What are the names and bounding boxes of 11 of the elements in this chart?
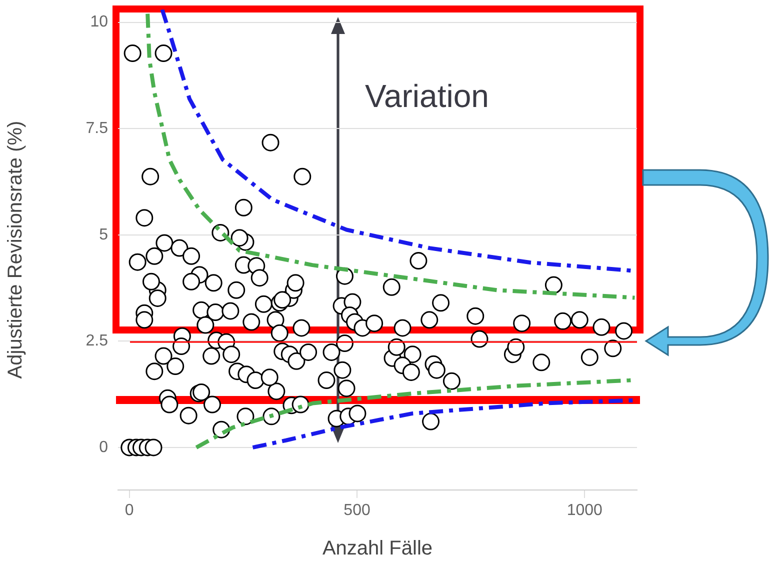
y-tick-label: 0 [99,438,108,456]
annotation: Variation [365,78,489,115]
y-axis-title: Adjustierte Revisionsrate (%) [4,120,27,379]
y-tick-label: 2.5 [86,332,108,350]
y-tick-label: 7.5 [86,120,108,137]
x-tick-label: 500 [344,502,370,520]
y-tick-label: 10 [90,14,108,31]
x-tick-label: 0 [124,502,134,520]
y-tick-label: 5 [99,226,108,244]
x-axis-title: Anzahl Fälle [322,538,433,560]
x-tick-label: 1000 [566,502,603,520]
